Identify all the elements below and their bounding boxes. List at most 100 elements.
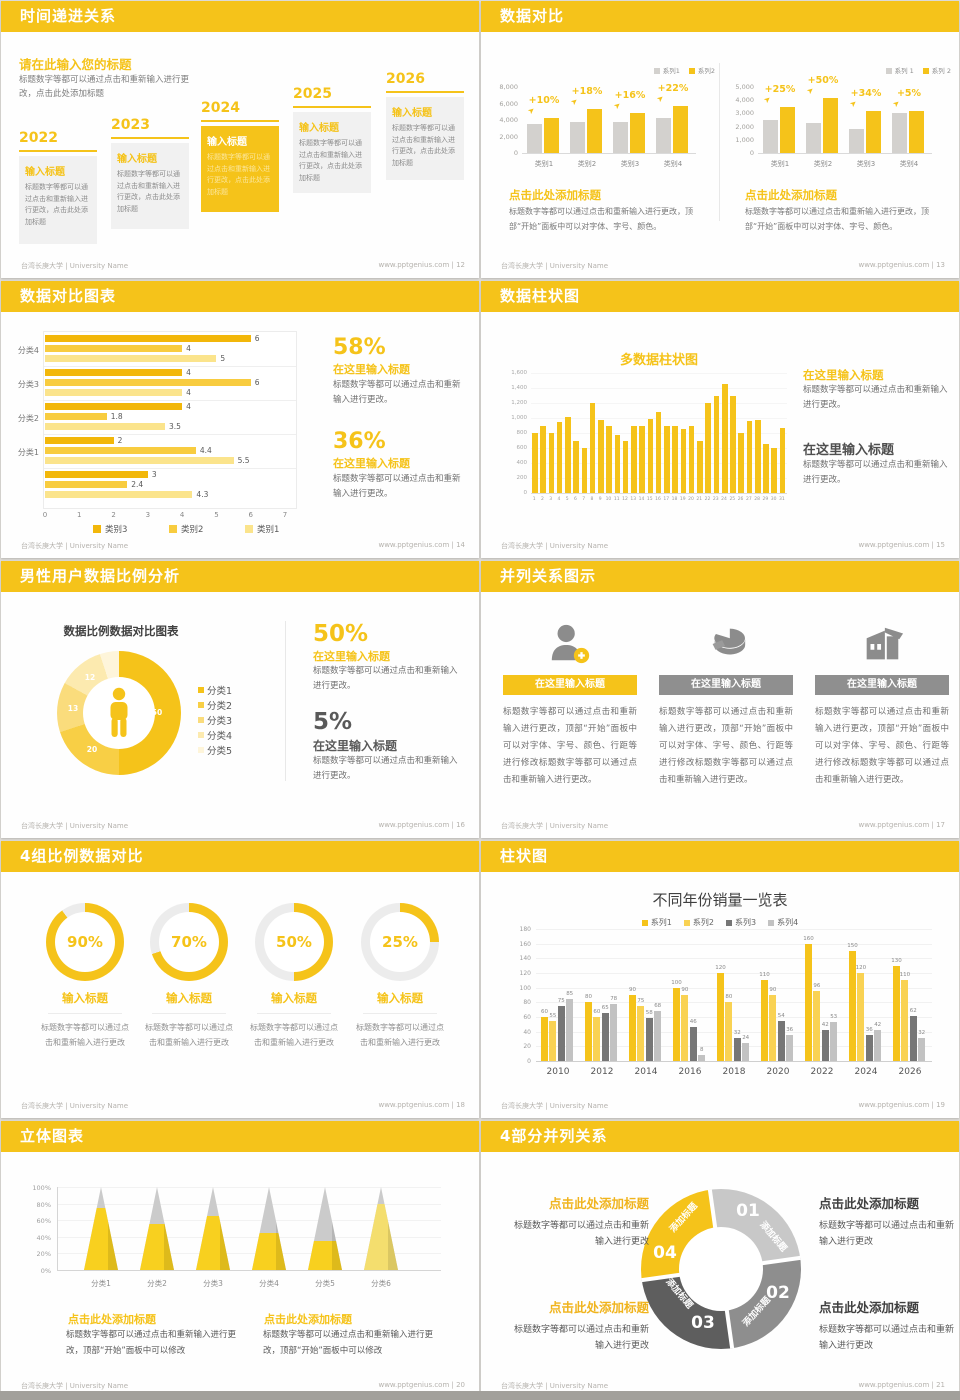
x-tick-label: 4: [179, 511, 185, 519]
legend-item: 分类4: [198, 727, 232, 742]
y-tick-label: 4,000: [499, 116, 518, 124]
timeline-divider: [19, 150, 97, 152]
legend-swatch: [683, 919, 690, 926]
caption-heading: 点击此处添加标题: [819, 1196, 920, 1211]
bar-series1: [527, 124, 542, 153]
y-tick-label: 6,000: [499, 99, 518, 108]
bar: [557, 1006, 565, 1061]
bar: [639, 425, 645, 493]
x-tick-label: 5: [565, 497, 569, 502]
bar-series1: [849, 129, 864, 153]
y-tick-label: 4,000: [735, 96, 754, 105]
y-tick-label: 60: [523, 1014, 531, 1021]
slide-footer: 台湾长庚大学 | University Name www.pptgenius.co…: [21, 1101, 465, 1111]
slide-data-column-chart[interactable]: 数据柱状图 多数据柱状图 1,600 1,400 1,200 1,000 800 600 4…: [481, 281, 959, 558]
slide-footer: 台湾长庚大学 | University Name www.pptgenius.co…: [501, 261, 945, 271]
caption-heading: 点击此处添加标题: [819, 1300, 920, 1315]
segment-number: 03: [691, 1313, 715, 1333]
gauge-ring: 50%: [255, 903, 333, 981]
slide-4-part-parallel[interactable]: 4部分并列关系 01 02 03 04 添加标题 添加标题 添加标题 添加标题 …: [481, 1121, 959, 1398]
slide-data-comparison-chart[interactable]: 数据对比图表 6 4 5 分类4 4 6 4 分类3 4 1.8 3.5 分类2 2 4.4 5.5 分类1 3…: [1, 281, 479, 558]
panel-heading: 在这里输入标题: [803, 368, 884, 382]
x-tick-label: 2: [540, 497, 544, 502]
x-axis-line: [522, 153, 696, 154]
bar: [777, 1021, 785, 1061]
slide-4-group-ratio[interactable]: 4组比例数据对比 90% 输入标题 标题数字等都可以通过点击和重新输入进行更改 …: [1, 841, 479, 1118]
stat-subtitle: 在这里输入标题: [313, 739, 398, 753]
legend-label: 系列 2: [931, 67, 951, 75]
divider: [363, 1013, 437, 1014]
x-tick-label: 3: [145, 511, 151, 519]
timeline-card: 输入标题 标题数字等都可以通过点击和重新输入进行更改，点击此处添加标题: [19, 156, 97, 244]
divider: [152, 1013, 226, 1014]
x-tick-label: 20: [688, 497, 694, 502]
slide-title: 4部分并列关系: [500, 1127, 608, 1145]
bar-series2: [823, 97, 838, 153]
footer-university: 台湾长庚大学 | University Name: [501, 822, 608, 830]
bar-value: 78: [610, 995, 618, 1002]
bar-series1: [892, 113, 907, 153]
h-bar: [45, 355, 217, 362]
slide-time-progression[interactable]: 时间递进关系 请在此输入您的标题 标题数字等都可以通过点击和重新输入进行更改，点…: [1, 1, 479, 278]
x-tick-label: 0: [42, 511, 48, 519]
y-tick-label: 3,000: [735, 109, 754, 118]
cone-side-shade: [164, 1187, 174, 1270]
y-tick-label: 2,000: [735, 122, 754, 131]
timeline-card: 输入标题 标题数字等都可以通过点击和重新输入进行更改，点击此处添加标题: [201, 126, 279, 212]
bar-value: 46: [689, 1019, 697, 1026]
slide-3d-chart[interactable]: 立体图表 100% 80% 60% 40% 20% 0% 分类1 分类2 分类3 分类4 分类5 分类…: [1, 1121, 479, 1398]
bar-value: 36: [786, 1026, 794, 1033]
category-label: 类别1: [534, 160, 554, 168]
caption-block: 点击此处添加标题 标题数字等都可以通过点击和重新输入进行更改: [819, 1193, 959, 1250]
column-body: 标题数字等都可以通过点击和重新输入进行更改，顶部“开始”面板中可以对字体、字号、…: [815, 707, 949, 785]
h-bar: [45, 447, 196, 454]
bar: [813, 990, 821, 1061]
slide-male-user-ratio[interactable]: 男性用户数据比例分析 数据比例数据对比图表 50 20 13 12 分类1 分类…: [1, 561, 479, 838]
rocket-icon: ➤: [804, 84, 816, 96]
bar: [565, 416, 571, 493]
bar-value: 90: [769, 987, 777, 993]
bar-series1: [570, 121, 585, 153]
footer-university: 台湾长庚大学 | University Name: [21, 262, 128, 270]
legend-label: 分类4: [207, 730, 233, 742]
bar-series1: [806, 122, 821, 153]
y-tick-label: 0: [527, 1058, 531, 1065]
x-category-label: 分类2: [147, 1279, 167, 1288]
grouped-bar-chart: 8,000 6,000 4,000 2,000 0 类别1 +10% ➤ 类别2 +18% ➤ 类别3…: [491, 69, 717, 181]
column-body: 标题数字等都可以通过点击和重新输入进行更改，顶部“开始”面板中可以对字体、字号、…: [503, 707, 637, 785]
legend-label: 系列2: [692, 918, 714, 927]
timeline-card-title: 输入标题: [25, 167, 65, 178]
bar-value: 1.8: [110, 412, 123, 421]
gauge-heading: 输入标题: [62, 991, 108, 1005]
bar-value: 90: [681, 987, 689, 993]
slide-footer: 台湾长庚大学 | University Name www.pptgenius.co…: [21, 541, 465, 551]
slide-column-chart[interactable]: 柱状图 不同年份销量一览表 系列1 系列2 系列3 系列4 0 20 40 60 80 1…: [481, 841, 959, 1118]
slide-footer: 台湾长庚大学 | University Name www.pptgenius.co…: [501, 1381, 945, 1391]
slide-header: 数据对比图表: [1, 281, 479, 312]
ring-hole: [679, 1227, 763, 1311]
footer-university: 台湾长庚大学 | University Name: [21, 542, 128, 550]
bar: [681, 995, 689, 1061]
y-axis-line: [57, 1187, 58, 1270]
x-tick-label: 6: [248, 511, 253, 519]
x-tick-label: 21: [696, 497, 703, 502]
bar: [763, 444, 769, 493]
slide-parallel-relationship[interactable]: 并列关系图示 在这里输入标题 标题数字等都可以通过点击和重新输入进行更改，顶部“…: [481, 561, 959, 838]
footer-university: 台湾长庚大学 | University Name: [501, 1382, 608, 1390]
bar-value: 42: [874, 1022, 882, 1029]
bar: [598, 419, 604, 493]
h-bar: [45, 481, 128, 488]
x-tick-label: 9: [598, 497, 602, 502]
legend-label: 系列4: [777, 918, 799, 927]
slide-data-comparison[interactable]: 数据对比 系列1 系列2 8,000 6,000 4,000 2,000 0 类别1 +10…: [481, 1, 959, 278]
bar-value: 100: [671, 979, 682, 986]
legend-label: 类别1: [257, 525, 280, 535]
y-tick-label: 600: [516, 445, 528, 451]
y-tick-label: 1,000: [511, 415, 527, 421]
segment-number: 04: [653, 1243, 677, 1263]
vertical-divider: [719, 63, 720, 221]
x-tick-label: 25: [729, 497, 736, 502]
gauge-ring: 25%: [361, 903, 439, 981]
column-banner: 在这里输入标题: [503, 675, 637, 695]
category-label: 类别4: [663, 160, 683, 168]
